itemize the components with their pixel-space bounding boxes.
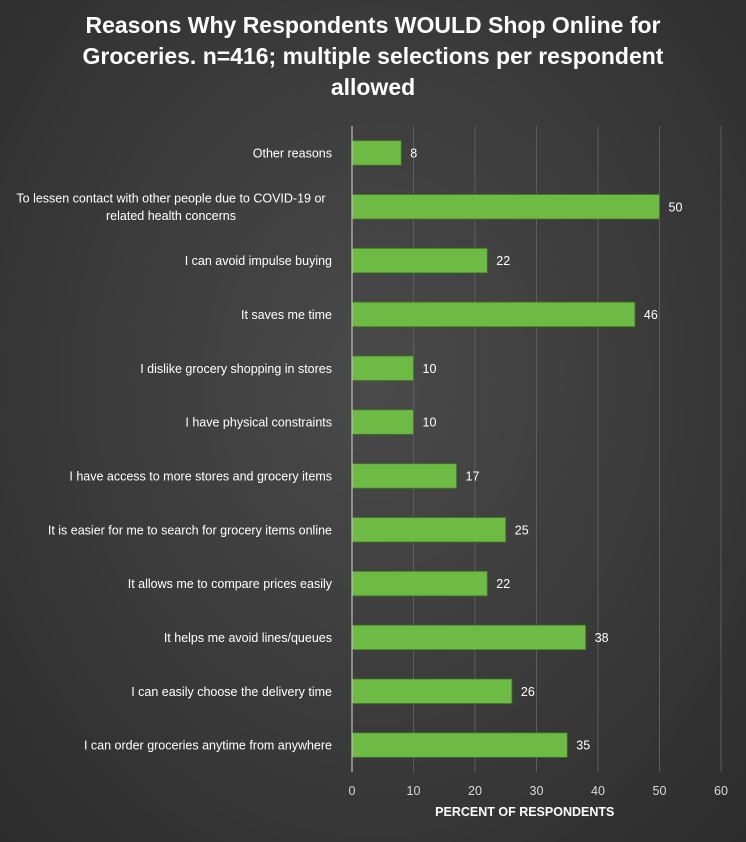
category-label: I can easily choose the delivery time	[131, 685, 332, 699]
data-label: 22	[496, 577, 510, 591]
data-label: 25	[515, 523, 529, 537]
data-labels: 8 50 22 46 10 10 17 25 22 38 26 35	[410, 146, 682, 752]
category-label: Other reasons	[253, 146, 332, 160]
x-tick-label: 60	[714, 784, 728, 798]
data-label: 38	[595, 631, 609, 645]
chart-title: Reasons Why Respondents WOULD Shop Onlin…	[82, 12, 664, 100]
bars	[351, 140, 660, 758]
category-label: I have physical constraints	[185, 416, 332, 430]
category-label: It allows me to compare prices easily	[128, 577, 333, 591]
bar	[351, 732, 568, 758]
bar	[351, 570, 488, 597]
x-tick-label: 50	[653, 784, 667, 798]
data-label: 35	[576, 739, 590, 753]
category-label: I have access to more stores and grocery…	[69, 469, 332, 483]
data-label: 26	[521, 685, 535, 699]
bar	[351, 517, 507, 543]
bar	[351, 140, 402, 166]
data-label: 50	[669, 200, 683, 214]
bar	[351, 247, 488, 274]
bar	[351, 409, 414, 435]
x-tick-label: 20	[468, 784, 482, 798]
data-label: 17	[466, 469, 480, 483]
category-label: To lessen contact with other people due …	[16, 192, 325, 206]
category-labels: Other reasons To lessen contact with othe…	[16, 146, 332, 752]
bar	[351, 624, 587, 651]
x-tick-label: 40	[591, 784, 605, 798]
data-label: 10	[423, 362, 437, 376]
category-label: I can avoid impulse buying	[185, 254, 332, 268]
category-label: It is easier for me to search for grocer…	[48, 523, 332, 537]
category-label: I dislike grocery shopping in stores	[140, 362, 332, 376]
gridlines	[413, 126, 722, 772]
x-axis-ticks: 0 10 20 30 40 50 60	[349, 784, 728, 798]
category-label: related health concerns	[106, 209, 236, 223]
bar	[351, 463, 457, 489]
x-tick-label: 30	[530, 784, 544, 798]
bar	[351, 301, 636, 328]
x-axis-title: PERCENT OF RESPONDENTS	[435, 805, 614, 819]
data-label: 10	[423, 416, 437, 430]
data-label: 46	[644, 308, 658, 322]
bar	[351, 678, 513, 704]
x-tick-label: 0	[349, 784, 356, 798]
data-label: 22	[496, 254, 510, 268]
bar	[351, 355, 414, 381]
category-label: I can order groceries anytime from anywh…	[84, 739, 332, 753]
bar	[351, 194, 660, 220]
x-tick-label: 10	[407, 784, 421, 798]
data-label: 8	[410, 146, 417, 160]
category-label: It saves me time	[241, 308, 332, 322]
category-label: It helps me avoid lines/queues	[164, 631, 332, 645]
